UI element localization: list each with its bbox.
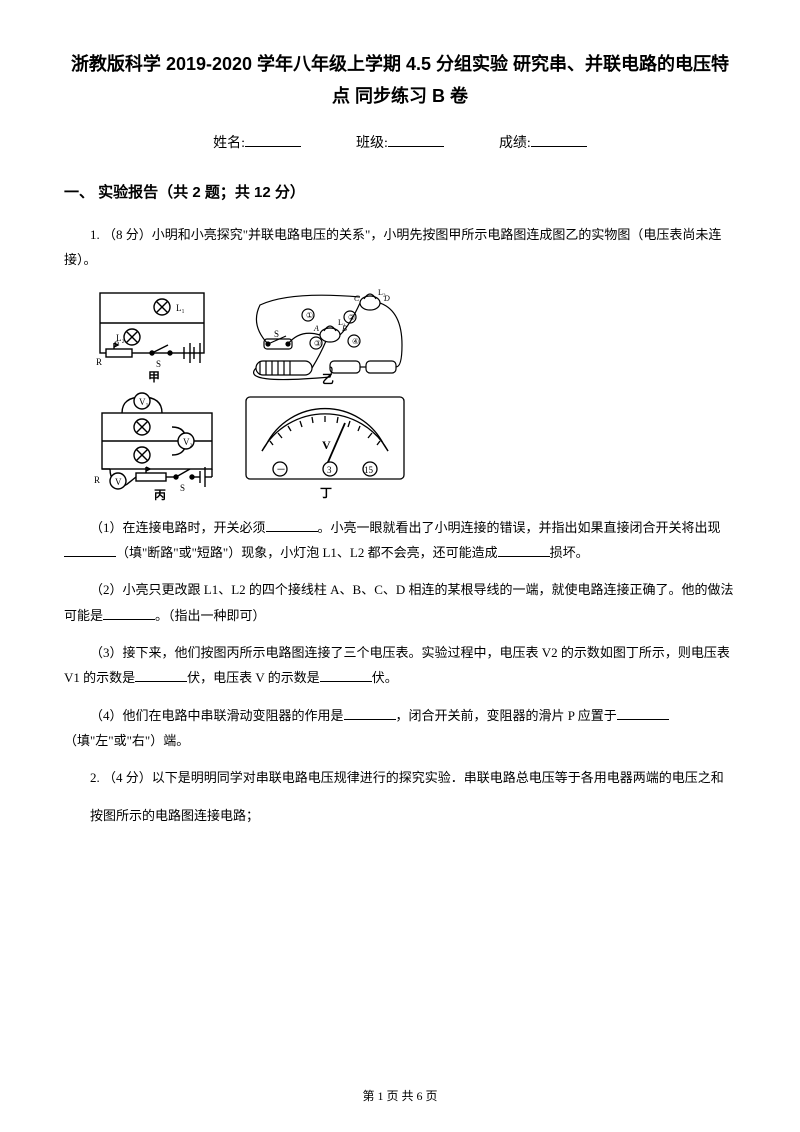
- svg-text:L₁: L₁: [338, 318, 346, 327]
- svg-text:V₂: V₂: [183, 437, 193, 447]
- svg-text:15: 15: [364, 465, 374, 475]
- q2-p1: 按图所示的电路图连接电路；: [64, 803, 736, 828]
- svg-text:C: C: [354, 294, 360, 303]
- q1-p3: （3）接下来，他们按图丙所示电路图连接了三个电压表。实验过程中，电压表 V2 的…: [64, 640, 736, 691]
- figure-yi: ① ② ③ ④ A B C D L₁ L₂ S 乙: [230, 285, 420, 385]
- svg-text:④: ④: [352, 337, 359, 346]
- svg-text:甲: 甲: [148, 370, 160, 384]
- q1-p2: （2）小亮只更改跟 L1、L2 的四个接线柱 A、B、C、D 相连的某根导线的一…: [64, 577, 736, 628]
- q1-intro: 1. （8 分）小明和小亮探究"并联电路电压的关系"，小明先按图甲所示电路图连成…: [64, 222, 736, 273]
- name-blank: [245, 133, 301, 147]
- svg-text:V₁: V₁: [139, 397, 149, 407]
- svg-text:S: S: [156, 359, 161, 369]
- svg-text:R: R: [96, 357, 102, 367]
- q2-intro: 2. （4 分）以下是明明同学对串联电路电压规律进行的探究实验．串联电路总电压等…: [64, 765, 736, 790]
- svg-text:V: V: [322, 438, 331, 452]
- svg-text:②: ②: [348, 313, 355, 322]
- figure-block: L₁ L₂ R P S 甲: [92, 285, 736, 501]
- svg-text:R: R: [94, 475, 100, 485]
- svg-text:乙: 乙: [322, 372, 334, 385]
- svg-text:S: S: [274, 329, 279, 339]
- figure-ding: V － 3 15 丁: [240, 391, 410, 501]
- svg-text:－: －: [276, 465, 286, 476]
- svg-text:V: V: [115, 477, 122, 487]
- svg-text:L₁: L₁: [176, 303, 185, 313]
- score-blank: [531, 133, 587, 147]
- svg-text:3: 3: [327, 465, 332, 475]
- figure-bing: V₁ V₂ V R S 丙: [92, 391, 222, 501]
- q1-p4: （4）他们在电路中串联滑动变阻器的作用是，闭合开关前，变阻器的滑片 P 应置于（…: [64, 703, 736, 754]
- svg-text:S: S: [180, 483, 185, 493]
- q1-p1: （1）在连接电路时，开关必须。小亮一眼就看出了小明连接的错误，并指出如果直接闭合…: [64, 515, 736, 566]
- meta-row: 姓名: 班级: 成绩:: [64, 131, 736, 158]
- score-label: 成绩:: [499, 136, 531, 151]
- svg-text:L₂: L₂: [378, 288, 386, 297]
- class-blank: [388, 133, 444, 147]
- svg-text:①: ①: [306, 311, 313, 320]
- page-footer: 第 1 页 共 6 页: [0, 1085, 800, 1108]
- figure-jia: L₁ L₂ R P S 甲: [92, 287, 212, 385]
- section-header: 一、 实验报告（共 2 题；共 12 分）: [64, 179, 736, 208]
- svg-text:P: P: [113, 340, 119, 349]
- name-label: 姓名:: [213, 136, 245, 151]
- svg-text:丙: 丙: [154, 488, 166, 501]
- class-label: 班级:: [356, 136, 388, 151]
- document-title: 浙教版科学 2019-2020 学年八年级上学期 4.5 分组实验 研究串、并联…: [64, 48, 736, 113]
- svg-text:③: ③: [314, 339, 321, 348]
- svg-text:丁: 丁: [320, 486, 332, 500]
- svg-text:A: A: [313, 324, 319, 333]
